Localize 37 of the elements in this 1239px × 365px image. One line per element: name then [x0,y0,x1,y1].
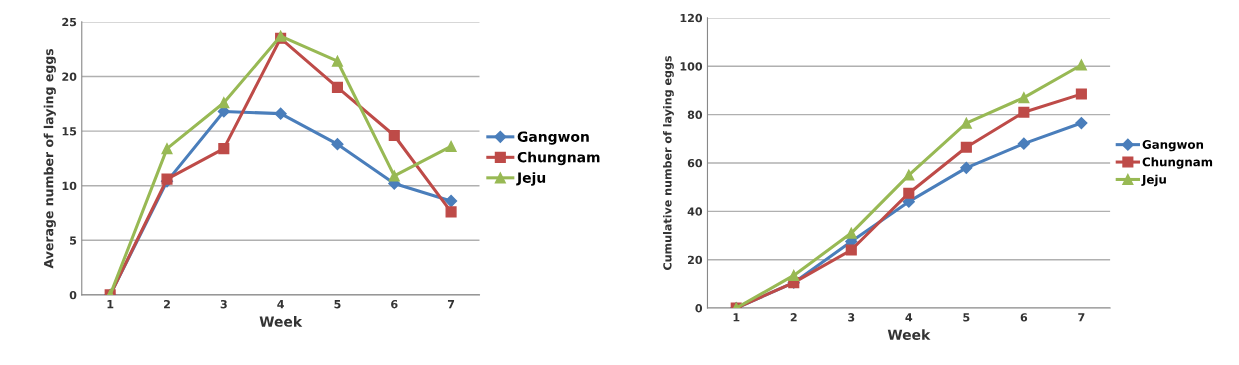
legend-label: Jeju [1141,174,1166,187]
y-tick-label: 0 [695,304,703,313]
x-tick-label: 2 [790,313,797,322]
y-tick-label: 15 [62,127,77,136]
legend-label: Gangwon [517,131,589,145]
y-tick-label: 100 [680,62,703,71]
x-tick-label: 5 [963,313,970,322]
y-tick-label: 40 [687,207,703,216]
x-axis-title: Week [259,316,303,327]
x-tick-label: 7 [447,300,455,309]
x-tick-label: 6 [391,299,398,309]
x-tick-label: 6 [1020,313,1028,322]
legend-label: Chungnam [517,151,600,166]
y-axis-title: Cumulative number of laying eggs [663,56,674,270]
y-tick-label: 20 [688,255,703,265]
x-tick-label: 5 [334,300,341,309]
legend-label: Chungnam [1142,157,1213,169]
y-tick-label: 0 [69,290,77,300]
x-axis-title: Week [887,329,931,340]
y-axis-title: Average number of laying eggs [43,48,56,269]
x-tick-label: 4 [277,300,284,309]
x-tick-label: 3 [220,299,227,309]
x-tick-label: 2 [164,299,170,309]
y-tick-label: 80 [687,110,703,119]
y-tick-label: 60 [687,158,703,168]
y-tick-label: 120 [680,13,703,23]
y-tick-label: 20 [62,72,77,81]
x-tick-label: 3 [848,313,855,322]
x-tick-label: 7 [1078,313,1085,322]
x-tick-label: 1 [733,313,740,322]
x-tick-label: 4 [905,313,913,322]
y-tick-label: 10 [62,181,77,191]
y-tick-label: 5 [70,236,77,245]
legend-label: Jeju [516,172,546,186]
x-tick-label: 1 [107,300,114,309]
y-tick-label: 25 [62,17,77,27]
legend-label: Gangwon [1142,140,1204,152]
